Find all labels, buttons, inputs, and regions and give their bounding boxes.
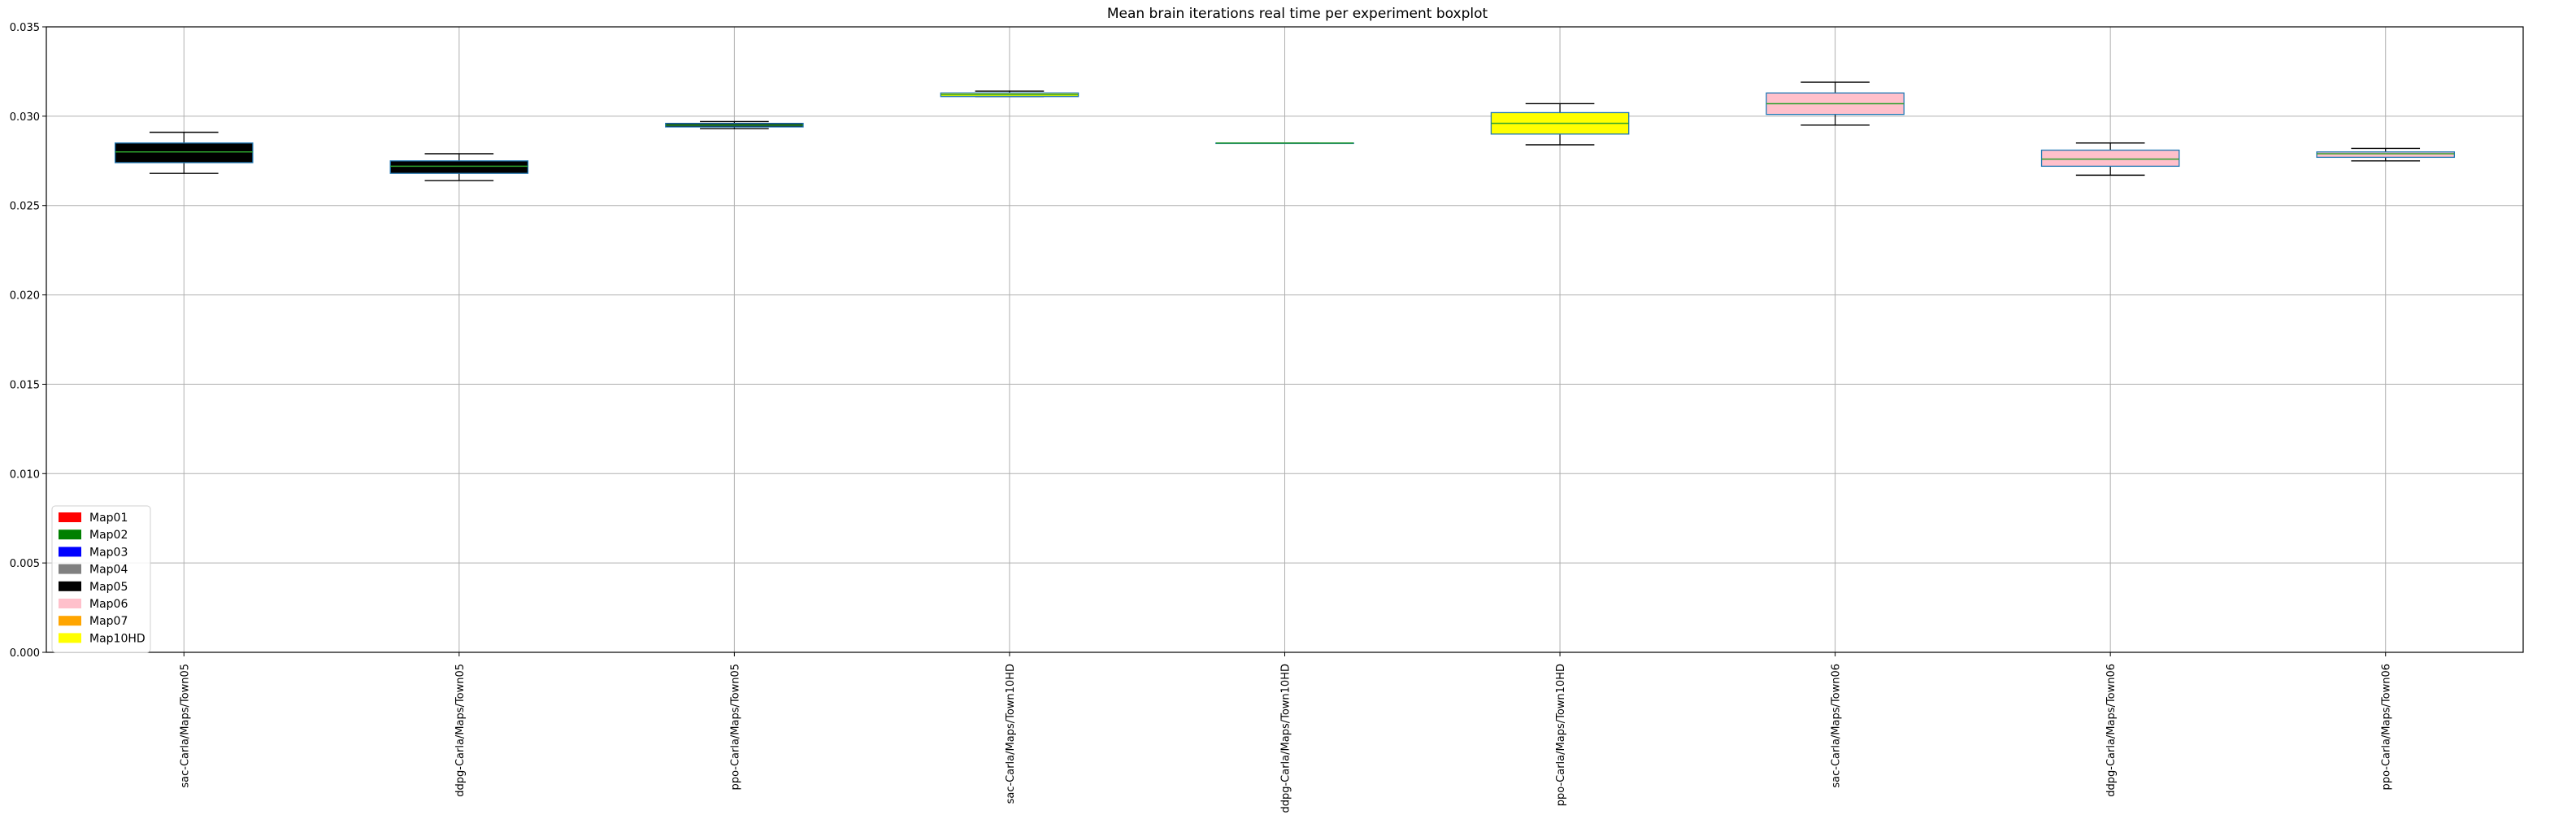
legend-frame	[51, 505, 151, 653]
legend-swatch	[59, 512, 81, 522]
legend-swatch	[59, 633, 81, 643]
x-tick-label: ppo-Carla/Maps/Town05	[729, 664, 741, 790]
legend-label: Map05	[89, 581, 128, 594]
y-tick-label: 0.020	[10, 290, 40, 303]
plot-frame	[46, 26, 2524, 653]
box-series	[114, 81, 2456, 181]
box-group	[389, 153, 529, 181]
y-tick-label: 0.035	[10, 22, 40, 34]
box-group	[114, 131, 254, 174]
legend-swatch	[59, 581, 81, 591]
legend-label: Map01	[89, 512, 128, 525]
x-axis-ticks: sac-Carla/Maps/Town05 ddpg-Carla/Maps/Tow…	[179, 652, 2393, 813]
chart-title: Mean brain iterations real time per expe…	[1107, 6, 1488, 22]
y-axis-ticks: 0.000 0.005 0.010 0.015 0.020 0.025 0.030 0.035	[10, 22, 46, 660]
legend-swatch	[59, 547, 81, 557]
legend-label: Map02	[89, 529, 128, 542]
y-tick-label: 0.015	[10, 379, 40, 391]
x-tick-label: sac-Carla/Maps/Town06	[1831, 664, 1843, 788]
legend-label: Map07	[89, 615, 128, 628]
y-tick-label: 0.005	[10, 558, 40, 570]
legend-label: Map06	[89, 598, 128, 611]
box-iqr	[114, 142, 254, 163]
legend-label: Map10HD	[89, 632, 146, 645]
box-group	[665, 120, 804, 129]
legend-label: Map04	[89, 564, 128, 577]
box-group	[2316, 147, 2456, 162]
box-group	[2040, 142, 2180, 176]
legend-swatch	[59, 529, 81, 540]
y-tick-label: 0.030	[10, 111, 40, 124]
x-tick-label: sac-Carla/Maps/Town05	[179, 664, 191, 788]
x-tick-label: ddpg-Carla/Maps/Town06	[2105, 664, 2118, 797]
x-tick-label: ppo-Carla/Maps/Town06	[2381, 664, 2393, 790]
box-group	[940, 90, 1079, 98]
box-group	[1490, 102, 1630, 146]
x-tick-label: ddpg-Carla/Maps/Town10HD	[1280, 664, 1292, 813]
legend-swatch	[59, 564, 81, 574]
x-tick-label: ddpg-Carla/Maps/Town05	[454, 664, 467, 797]
legend-label: Map03	[89, 546, 128, 559]
x-tick-label: ppo-Carla/Maps/Town10HD	[1555, 664, 1567, 806]
legend: Map01 Map02 Map03 Map04 Map05 Map06 Map07 Map10…	[51, 505, 151, 653]
box-iqr	[2316, 151, 2456, 159]
box-iqr	[389, 160, 529, 174]
box-group	[1766, 81, 1905, 126]
y-tick-label: 0.000	[10, 647, 40, 660]
legend-swatch	[59, 616, 81, 626]
legend-swatch	[59, 599, 81, 608]
box-group	[1215, 142, 1354, 145]
y-tick-label: 0.010	[10, 468, 40, 481]
box-iqr	[2040, 149, 2180, 168]
x-tick-label: sac-Carla/Maps/Town10HD	[1005, 664, 1017, 804]
y-tick-label: 0.025	[10, 201, 40, 213]
